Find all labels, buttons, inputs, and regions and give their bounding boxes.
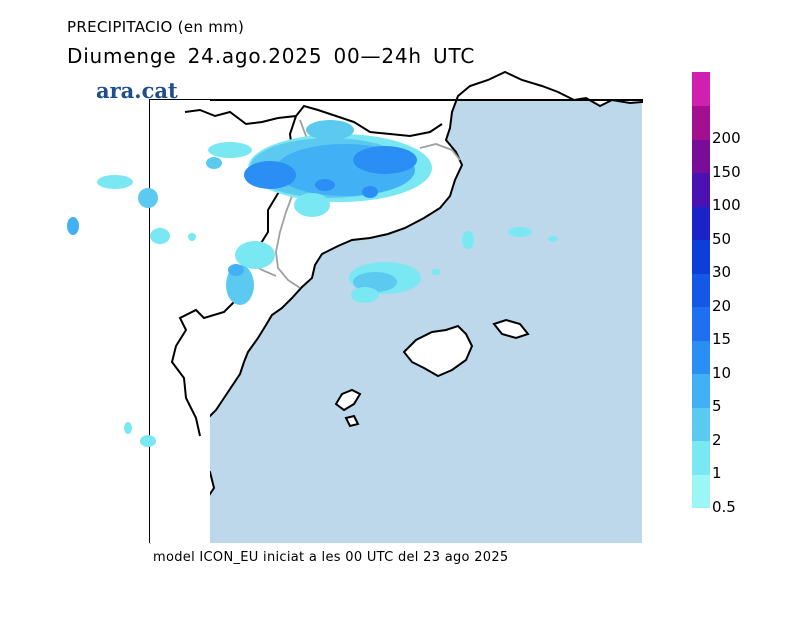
- ara-cat-logo: ara.cat: [96, 78, 178, 103]
- island-menorca: [492, 318, 530, 340]
- legend-tick-label: 100: [712, 196, 741, 215]
- legend-swatch: [692, 105, 710, 140]
- precipitation-areas: [67, 120, 558, 447]
- legend-swatch: [692, 139, 710, 174]
- border-andorra: [419, 143, 461, 161]
- legend-tick-label: 10: [712, 363, 732, 382]
- legend-tick-label: 30: [712, 263, 732, 282]
- legend-tick-label: 5: [712, 397, 722, 416]
- legend-swatch: [692, 273, 710, 308]
- legend-tick-label: 20: [712, 296, 732, 315]
- legend-swatch: [692, 72, 710, 107]
- legend-tick-label: 2: [712, 430, 722, 449]
- legend-swatch: [692, 474, 710, 509]
- legend-tick-label: 50: [712, 229, 732, 248]
- map-title-date: Diumenge 24.ago.2025 00—24h UTC: [67, 44, 476, 68]
- island-mallorca: [402, 324, 474, 378]
- legend-swatch: [692, 206, 710, 241]
- legend-tick-label: 1: [712, 464, 722, 483]
- legend-swatch: [692, 172, 710, 207]
- legend-swatch: [692, 306, 710, 341]
- legend-swatch: [692, 440, 710, 475]
- legend-swatch: [692, 407, 710, 442]
- legend-swatch: [692, 340, 710, 375]
- legend-tick-label: 0.5: [712, 498, 736, 516]
- border-north: [184, 104, 443, 138]
- legend-tick-label: 200: [712, 129, 741, 148]
- island-formentera: [344, 414, 360, 428]
- legend-tick-label: 150: [712, 162, 741, 181]
- legend-swatch: [692, 239, 710, 274]
- map-title-variable: PRECIPITACIO (en mm): [67, 18, 245, 36]
- legend-swatch: [692, 373, 710, 408]
- precipitation-legend: [692, 72, 710, 509]
- island-ibiza: [334, 388, 362, 412]
- legend-tick-label: 15: [712, 330, 732, 349]
- land-west: [150, 100, 210, 543]
- model-caption: model ICON_EU iniciat a les 00 UTC del 2…: [153, 550, 509, 565]
